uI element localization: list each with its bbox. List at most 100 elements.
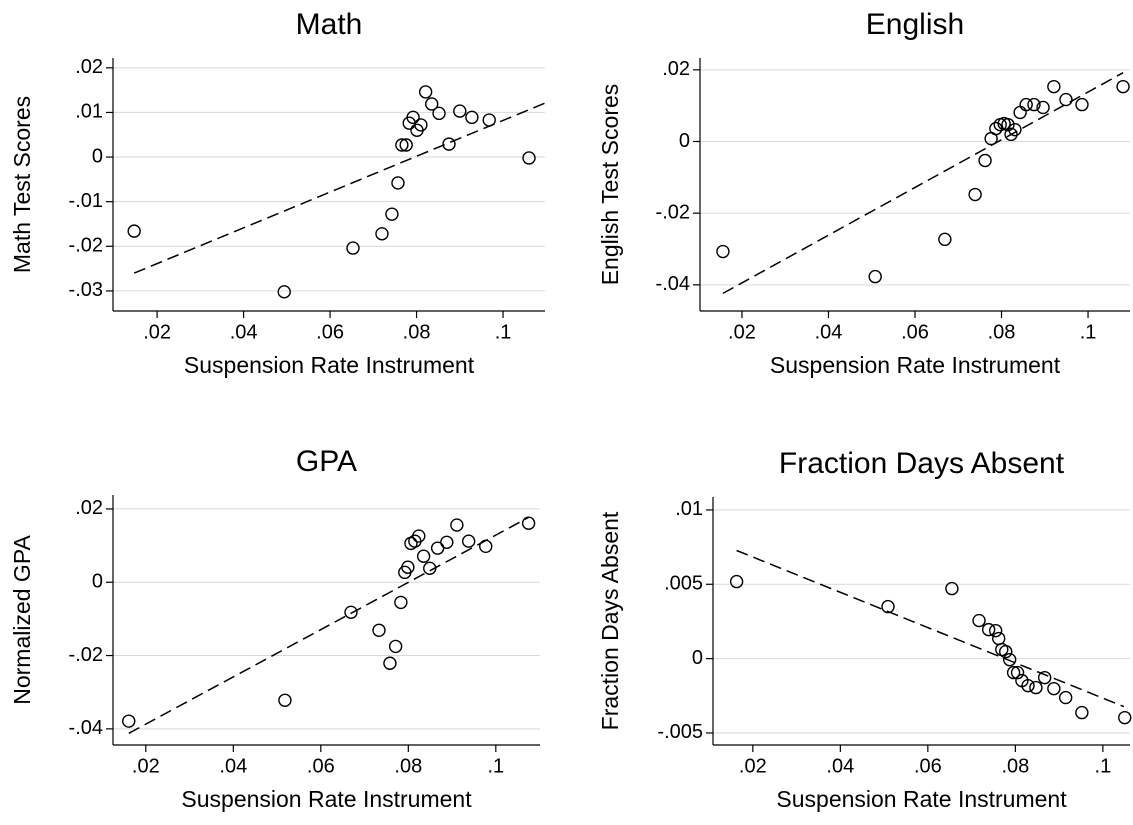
y-tick-label: -.005 (657, 721, 703, 743)
point (1058, 690, 1073, 705)
point (1010, 665, 1025, 680)
point (391, 176, 405, 190)
point (465, 110, 479, 125)
fit-line (133, 102, 546, 274)
x-tick-label: .04 (230, 321, 258, 343)
y-tick-label: .01 (75, 101, 103, 123)
point (344, 605, 358, 620)
x-tick-label: .06 (307, 755, 335, 777)
point (278, 693, 292, 707)
point (1118, 710, 1132, 725)
point (450, 518, 464, 532)
x-tick-label: .08 (403, 321, 431, 343)
point (1019, 97, 1033, 112)
y-axis-label: Normalized GPA (9, 535, 35, 705)
y-axis-label: Math Test Scores (9, 96, 35, 273)
point (988, 623, 1003, 638)
y-tick-label: 0 (92, 571, 103, 593)
x-axis-label: Suspension Rate Instrument (181, 786, 472, 812)
x-axis-label: Suspension Rate Instrument (776, 786, 1067, 812)
point (1047, 681, 1061, 696)
point (372, 623, 386, 637)
y-tick-label: -.03 (69, 279, 103, 301)
point (432, 106, 446, 121)
point (388, 639, 403, 654)
point (418, 85, 433, 99)
x-axis-label: Suspension Rate Instrument (770, 352, 1061, 378)
fit-line (128, 516, 529, 734)
point (122, 714, 136, 728)
y-tick-label: .02 (75, 497, 103, 519)
point (479, 539, 493, 554)
x-tick-label: .02 (728, 321, 756, 343)
chart-title: Fraction Days Absent (779, 447, 1065, 480)
point (1021, 678, 1035, 693)
point (1075, 705, 1089, 720)
x-tick-label: .1 (487, 755, 504, 777)
y-tick-label: 0 (692, 647, 703, 669)
x-tick-label: .02 (739, 755, 767, 777)
chart-title: GPA (296, 445, 357, 478)
point (1013, 105, 1027, 120)
point (375, 227, 389, 241)
chart-title: English (866, 8, 964, 41)
x-tick-label: .08 (394, 755, 422, 777)
y-tick-label: .02 (75, 56, 103, 78)
point (1037, 670, 1052, 685)
point (978, 153, 992, 168)
point (1029, 680, 1043, 695)
point (1008, 122, 1022, 137)
point (981, 622, 996, 637)
point (425, 97, 439, 111)
x-tick-label: .06 (914, 755, 942, 777)
point (414, 118, 428, 132)
point (394, 595, 408, 610)
point (127, 224, 141, 238)
point (416, 549, 431, 563)
point (1004, 127, 1018, 142)
panel: GPA .02 0 -.02 -.04 .02 .04 .06 .08 .1 Suspension … (9, 445, 540, 812)
point (881, 599, 895, 614)
point (442, 137, 456, 151)
x-tick-label: .06 (901, 321, 929, 343)
x-tick-label: .02 (143, 321, 171, 343)
x-axis-label: Suspension Rate Instrument (184, 352, 475, 378)
point (1002, 652, 1017, 667)
point (1006, 665, 1021, 680)
point (346, 241, 360, 255)
point (1001, 117, 1015, 132)
point (399, 138, 413, 152)
y-tick-label: -.04 (656, 273, 690, 295)
y-tick-label: -.04 (69, 717, 103, 739)
point (412, 529, 426, 543)
x-tick-label: .08 (1001, 755, 1029, 777)
point (938, 232, 952, 247)
y-tick-label: 0 (92, 145, 103, 167)
x-tick-label: .06 (316, 321, 344, 343)
point (461, 534, 476, 548)
point (992, 631, 1006, 646)
point (453, 104, 467, 118)
point (385, 207, 399, 221)
x-tick-label: .04 (219, 755, 247, 777)
y-tick-label: .005 (664, 573, 703, 595)
point (868, 269, 882, 284)
panel: Fraction Days Absent .01 .005 0 -.005 .02 .04.… (597, 447, 1132, 812)
y-tick-label: .02 (662, 58, 690, 80)
x-tick-label: .02 (132, 755, 160, 777)
y-tick-label: .01 (675, 498, 703, 520)
x-tick-label: .04 (826, 755, 854, 777)
point (716, 244, 730, 259)
point (383, 656, 397, 670)
point (1027, 97, 1041, 112)
y-axis-label: Fraction Days Absent (597, 511, 623, 730)
chart-title: Math (296, 8, 363, 41)
y-tick-label: -.02 (656, 201, 690, 223)
point (521, 516, 536, 530)
panel: English .02 0 -.02 -.04 .02 .04 .06 .08 .1 Suspens… (597, 8, 1130, 378)
point (1036, 100, 1050, 115)
y-axis-label: English Test Scores (597, 84, 623, 286)
point (522, 151, 536, 165)
fit-line (722, 72, 1124, 295)
